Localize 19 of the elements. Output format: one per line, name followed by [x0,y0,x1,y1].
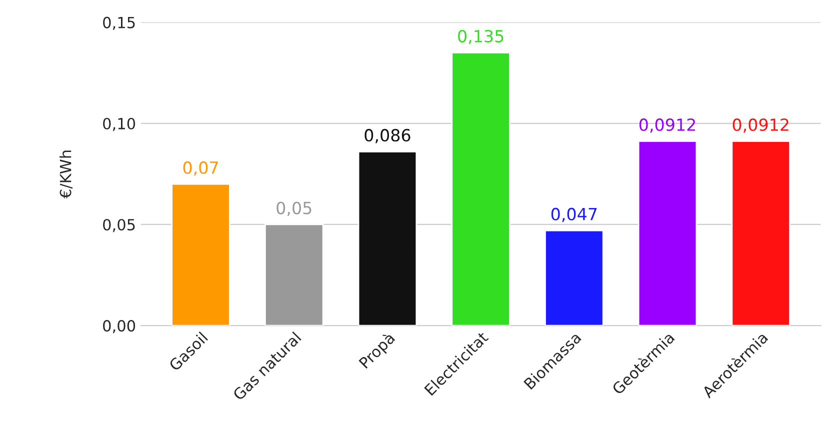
bar [638,140,698,326]
data-label: 0,05 [276,202,312,216]
data-label: 0,0912 [732,118,788,133]
y-tick-label: 0,10 [103,118,136,131]
bar [544,230,604,326]
bar [264,224,324,326]
data-label: 0,0912 [639,118,696,133]
y-axis-title: €/KWh [59,150,73,198]
data-label: 0,07 [183,161,218,176]
bar [358,151,418,326]
bar [171,183,230,326]
data-label: 0,135 [458,30,504,44]
bar [731,140,791,326]
data-label: 0,086 [364,128,410,144]
y-tick-label: 0,15 [103,16,135,30]
y-tick-label: 0,00 [103,320,136,334]
data-label: 0,047 [551,208,597,222]
bar [451,52,510,326]
y-tick-label: 0,05 [103,218,135,232]
